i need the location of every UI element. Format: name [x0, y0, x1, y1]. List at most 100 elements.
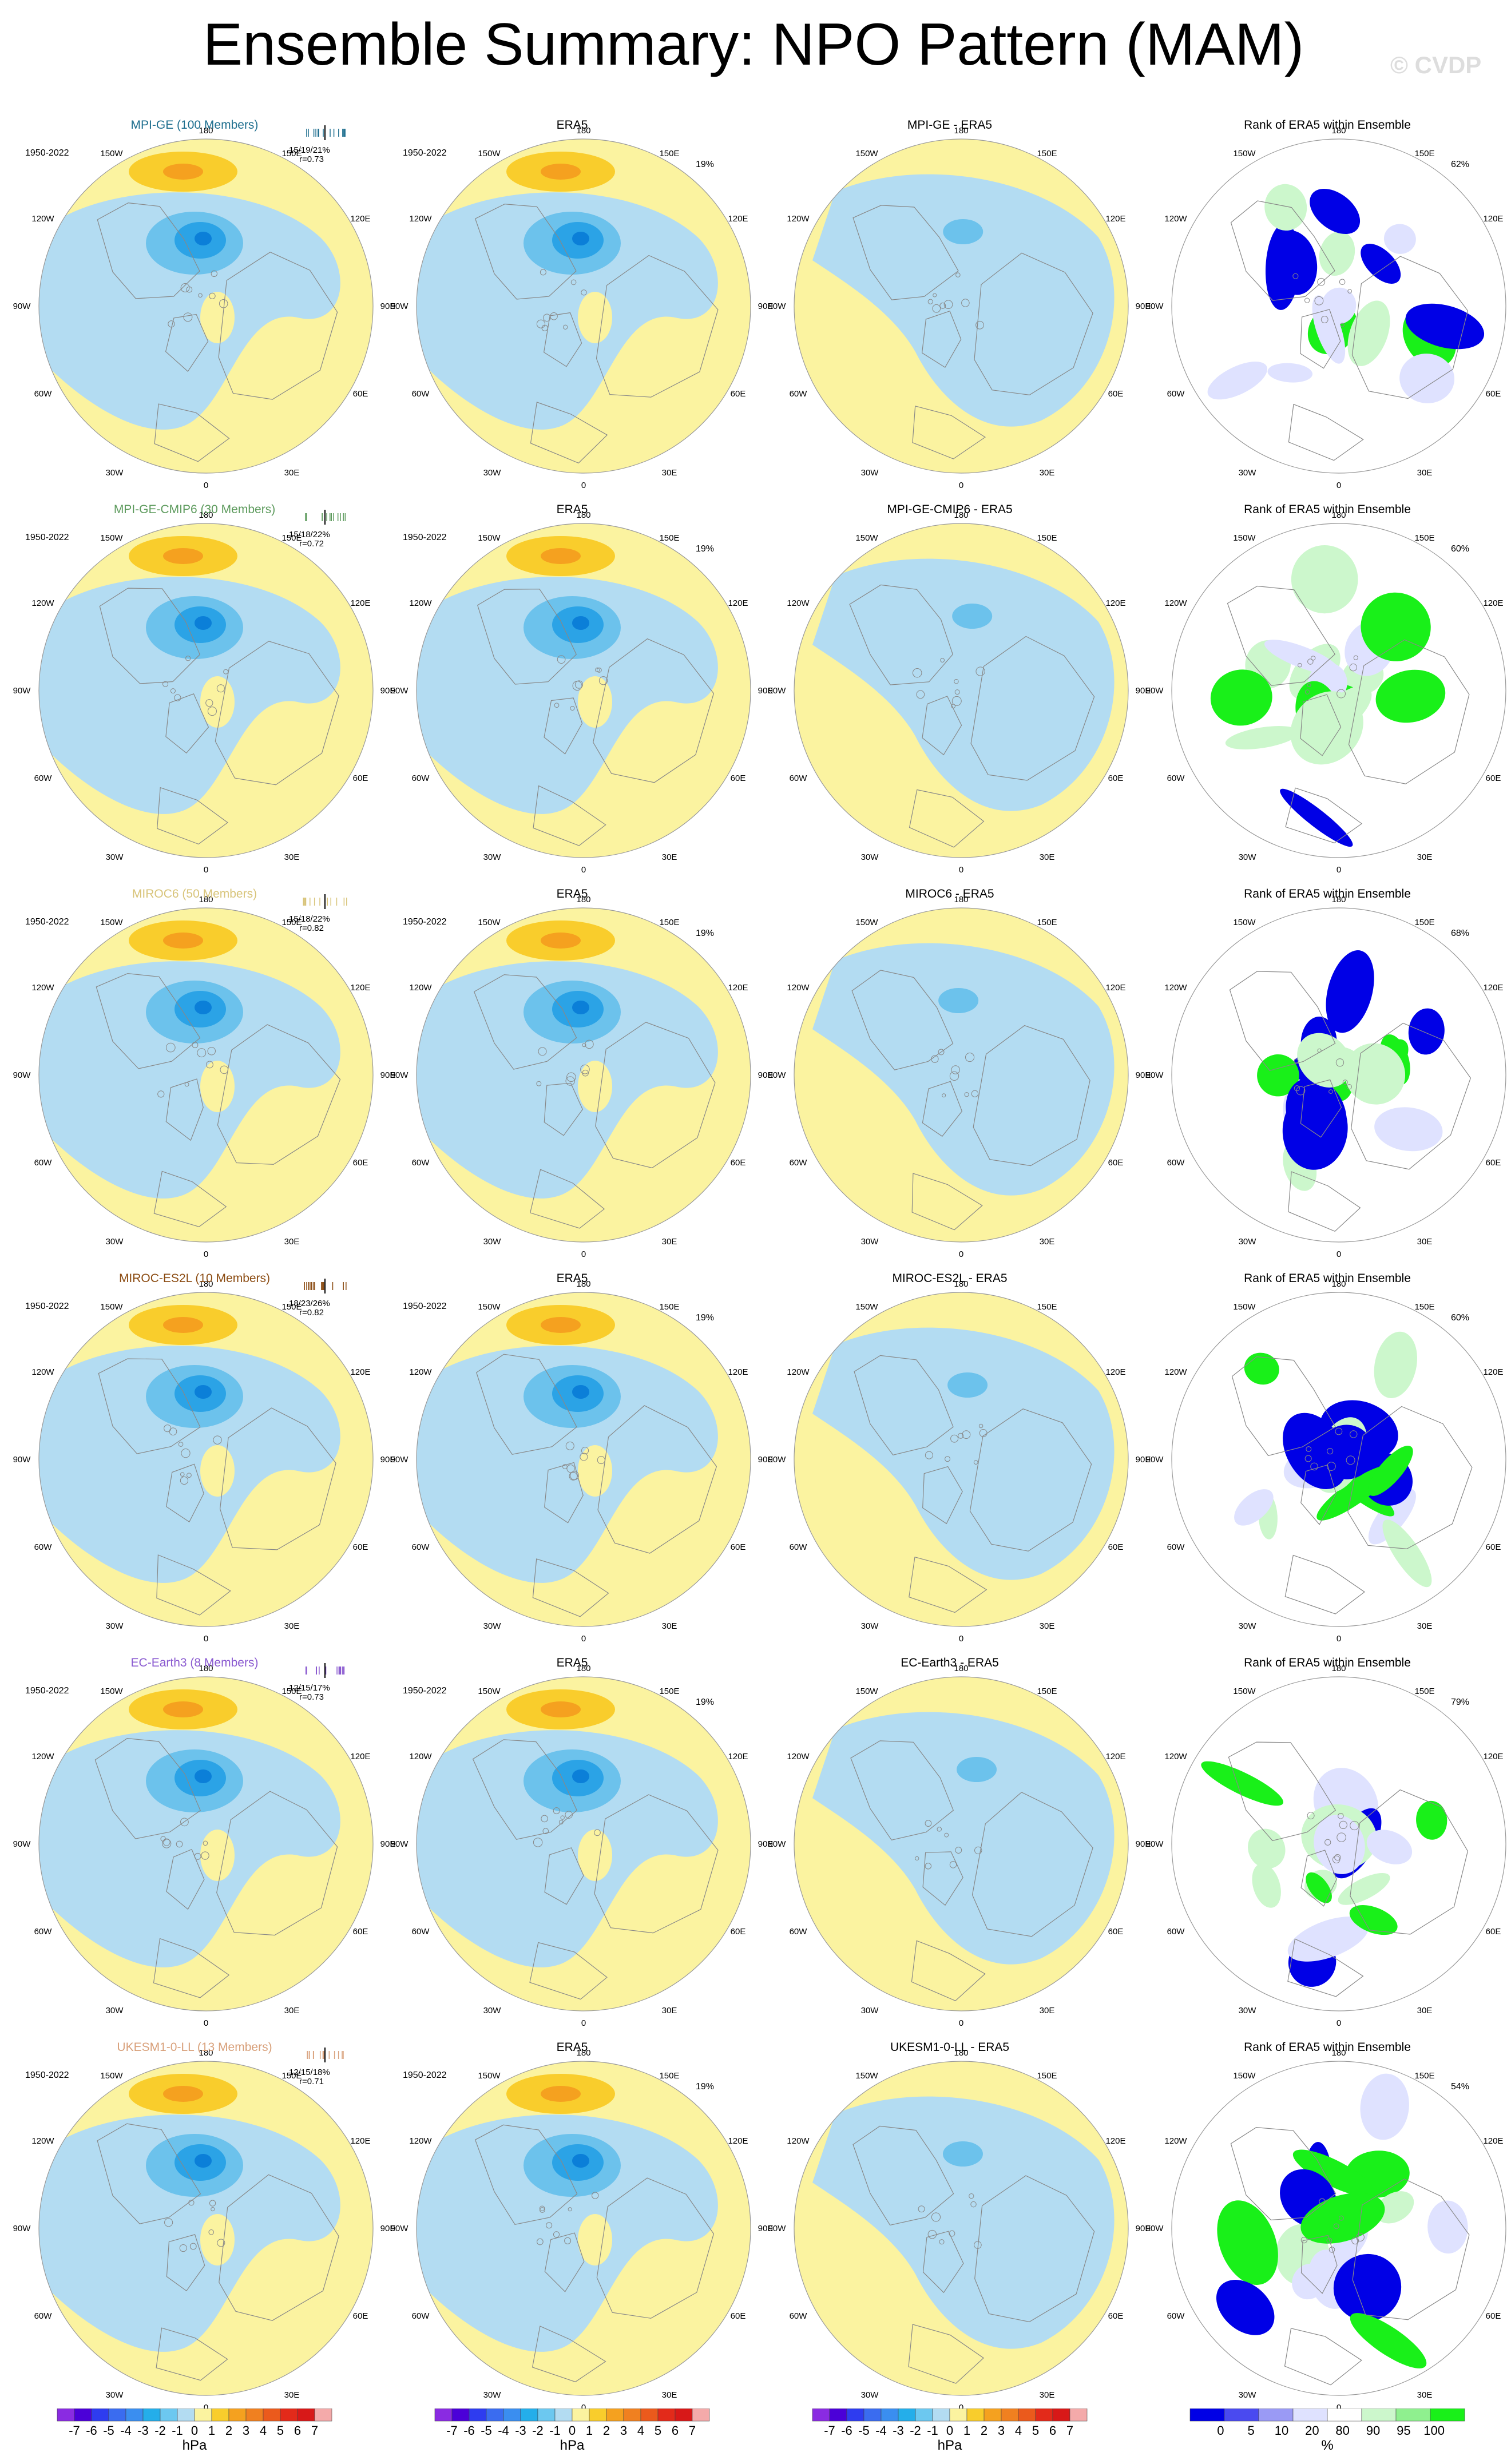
longitude-label: 30E — [1040, 1237, 1055, 1247]
longitude-label: 120W — [31, 1752, 54, 1761]
longitude-label: 90E — [758, 1455, 774, 1465]
island-outline — [925, 1451, 933, 1459]
island-outline — [539, 2207, 545, 2213]
coastline — [1228, 1741, 1337, 1842]
coastline — [1284, 1554, 1366, 1614]
map-border — [38, 1676, 374, 2011]
colorbar-tick: -3 — [515, 2423, 526, 2438]
longitude-label: 150W — [855, 2071, 878, 2081]
longitude-label: 60E — [353, 1542, 368, 1552]
island-outline — [574, 680, 584, 689]
longitude-label: 150E — [281, 149, 302, 158]
island-outline — [1328, 1089, 1333, 1094]
difference-panel: 180 150E 120E 90E 60E 30E 0 30W 60W 90W 120W 150W MP… — [767, 117, 1151, 495]
variance-stats: 15/18/22% — [289, 914, 330, 924]
colorbar-swatch — [228, 2409, 247, 2422]
longitude-label: 120E — [1105, 214, 1125, 224]
longitude-label: 150W — [100, 533, 123, 543]
longitude-label: 90W — [768, 1839, 787, 1849]
rank-panel: 180150E120E90E60E30E030W60W90W120W150WRa… — [1144, 2040, 1507, 2417]
colorbar-units: % — [1321, 2438, 1333, 2453]
difference-title: EC-Earth3 - ERA5 — [901, 1656, 999, 1669]
longitude-label: 120W — [787, 1367, 810, 1377]
colorbar-tick: 4 — [1015, 2423, 1022, 2438]
island-outline — [180, 283, 190, 292]
longitude-label: 90E — [1136, 301, 1151, 311]
island-outline — [1346, 1455, 1355, 1465]
colorbar-tick: -7 — [824, 2423, 835, 2438]
longitude-label: 90W — [1146, 301, 1164, 311]
longitude-label: 60E — [353, 1158, 368, 1168]
colorbar-tick: 2 — [981, 2423, 988, 2438]
colorbar-tick: 7 — [689, 2423, 696, 2438]
longitude-label: 150E — [281, 533, 302, 543]
island-outline — [943, 300, 953, 309]
longitude-label: 90W — [13, 1455, 31, 1465]
longitude-label: 60W — [412, 1542, 430, 1552]
colorbar-tick: -2 — [910, 2423, 921, 2438]
colorbar-units: hPa — [938, 2438, 962, 2453]
island-outline — [594, 1829, 601, 1836]
colorbar-hpa-3: -7 -6 -5 -4 -3 -2 -1 0 1 2 3 4 5 6 7 hPa — [812, 2409, 1088, 2453]
coastline — [909, 1556, 988, 1613]
island-outline — [541, 1815, 548, 1823]
colorbar-tick: -6 — [86, 2423, 97, 2438]
longitude-label: 30E — [662, 468, 677, 478]
island-outline — [1339, 279, 1346, 285]
longitude-label: 120E — [728, 2136, 748, 2146]
coastline — [1351, 256, 1469, 399]
colorbar-tick: -2 — [154, 2423, 166, 2438]
longitude-label: 90E — [758, 686, 774, 696]
rank-percent: 54% — [1450, 2082, 1469, 2092]
longitude-label: 0 — [1337, 2403, 1341, 2413]
coastline — [544, 697, 583, 755]
model-pattern-panel: 180 150E 120E 90E 60E 30E 0 30W 60W 90W 120W 150W EC… — [11, 1655, 396, 2033]
colorbar-swatch — [812, 2409, 830, 2422]
island-outline — [566, 1465, 575, 1473]
longitude-label: 120W — [787, 1752, 810, 1761]
era5-pattern-panel: 180 150E 120E 90E 60E 30E 0 30W 60W 90W 120W 150W ER… — [389, 1271, 774, 1648]
longitude-label: 180 — [199, 126, 213, 136]
island-outline — [1334, 1854, 1341, 1861]
island-outline — [562, 324, 568, 330]
coastline — [1229, 971, 1336, 1071]
longitude-label: 90E — [380, 1070, 396, 1080]
colorbar-swatch — [1018, 2409, 1036, 2422]
colorbar-swatch — [863, 2409, 882, 2422]
rank-title: Rank of ERA5 within Ensemble — [1244, 503, 1411, 516]
longitude-label: 120W — [409, 2136, 432, 2146]
island-outline — [1326, 2237, 1332, 2244]
colorbar-tick: -3 — [893, 2423, 904, 2438]
colorbar-swatch — [606, 2409, 624, 2422]
rank-percent: 60% — [1450, 1313, 1469, 1323]
coastline — [544, 2232, 585, 2292]
longitude-label: 150W — [100, 149, 123, 158]
island-outline — [537, 2238, 544, 2245]
colorbar-tick: -6 — [463, 2423, 475, 2438]
difference-panel: 180 150E 120E 90E 60E 30E 0 30W 60W 90W 120W 150W UK… — [767, 2040, 1151, 2417]
longitude-label: 90E — [758, 1070, 774, 1080]
longitude-label: 150W — [1233, 533, 1256, 543]
longitude-label: 120W — [31, 1367, 54, 1377]
rank-panel: 180150E120E90E60E30E030W60W90W120W150WRa… — [1144, 1271, 1507, 1648]
coastline — [849, 584, 953, 685]
island-outline — [205, 1061, 213, 1069]
island-outline — [203, 1840, 208, 1846]
longitude-label: 60W — [34, 2311, 53, 2321]
longitude-label: 150E — [659, 2071, 679, 2081]
longitude-label: 30W — [1239, 852, 1257, 862]
correlation-stat: r=0.82 — [299, 923, 324, 933]
longitude-label: 90W — [13, 2224, 31, 2233]
longitude-label: 180 — [576, 895, 590, 904]
coastline — [166, 1848, 205, 1910]
coastline — [1230, 200, 1335, 301]
longitude-label: 90E — [1136, 1455, 1151, 1465]
colorbar-swatch — [91, 2409, 109, 2422]
longitude-label: 150E — [1414, 1687, 1434, 1696]
longitude-label: 150W — [100, 1302, 123, 1312]
longitude-label: 30W — [483, 2390, 502, 2400]
member-spread-strip — [307, 2048, 344, 2062]
era5-pattern-panel: 180 150E 120E 90E 60E 30E 0 30W 60W 90W 120W 150W ER… — [389, 1655, 774, 2033]
